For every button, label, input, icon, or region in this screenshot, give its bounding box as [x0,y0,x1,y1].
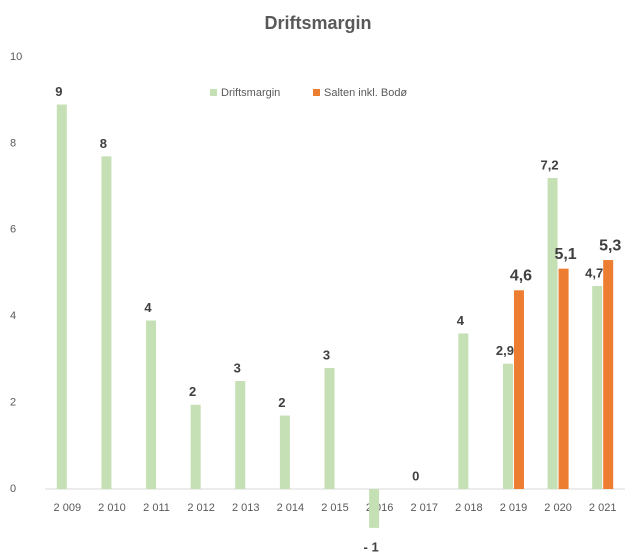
bar [558,268,569,489]
value-label: 4,7 [585,265,603,280]
bar [369,489,380,528]
value-label: 9 [55,84,62,99]
value-label: 7,2 [541,157,559,172]
bar [190,404,201,489]
x-tick-label: 2 014 [277,502,305,514]
value-label: 2 [278,395,285,410]
bar [56,104,67,490]
legend-label: Salten inkl. Bodø [324,87,407,99]
chart-title: Driftsmargin [264,13,371,33]
bar [146,320,157,489]
x-tick-label: 2 018 [455,502,483,514]
x-tick-label: 2 021 [589,502,617,514]
bar [458,333,469,489]
x-tick-label: 2 011 [143,502,170,514]
value-label: 0 [412,468,419,483]
bar [603,260,614,489]
bar [101,156,112,490]
bar [279,415,290,489]
bar [592,285,603,489]
y-tick-label: 8 [10,137,16,149]
y-tick-label: 2 [10,397,16,409]
x-tick-label: 2 020 [544,502,572,514]
y-tick-label: 4 [10,310,16,322]
value-label: 2,9 [496,343,514,358]
value-label: 5,3 [599,237,621,254]
value-label: 4 [144,300,152,315]
value-label: 3 [323,347,330,362]
bar [547,177,558,489]
legend-swatch [210,89,217,96]
value-label: 4,6 [510,267,532,284]
x-tick-label: 2 015 [321,502,349,514]
value-label: 3 [234,360,241,375]
x-tick-label: 2 017 [410,502,438,514]
value-label: - 1 [364,539,379,552]
x-tick-label: 2 012 [187,502,215,514]
legend-swatch [313,89,320,96]
bar [502,363,513,489]
value-label: 4 [457,313,465,328]
bar [513,290,524,489]
x-tick-label: 2 009 [54,502,82,514]
y-tick-label: 10 [10,51,22,63]
y-tick-label: 6 [10,224,16,236]
x-tick-label: 2 010 [98,502,126,514]
value-label: 5,1 [554,246,576,263]
y-tick-label: 0 [10,483,16,495]
x-tick-label: 2 013 [232,502,260,514]
value-label: 8 [100,136,107,151]
x-tick-label: 2 019 [500,502,528,514]
bar [324,368,335,489]
value-label: 2 [189,384,196,399]
legend-label: Driftsmargin [221,87,280,99]
bar [235,381,246,489]
